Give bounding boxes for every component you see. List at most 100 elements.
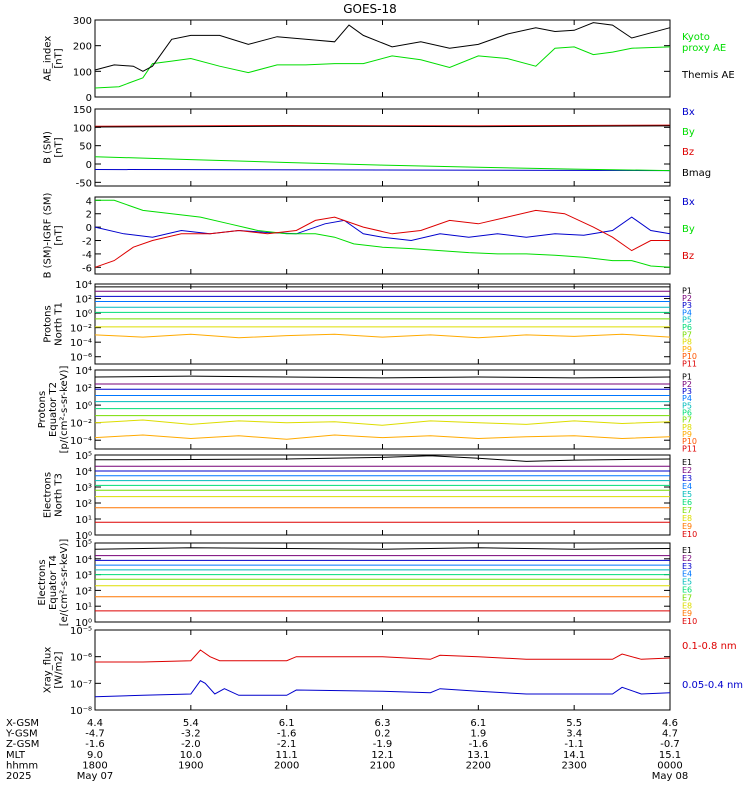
legend-entry: P2 — [682, 380, 692, 389]
x-axis-row-label: X-GSM — [6, 718, 39, 729]
y-axis-label: Equator T2 — [48, 382, 59, 437]
x-axis-value: 6.1 — [470, 718, 486, 729]
legend-entry: By — [682, 127, 695, 138]
y-tick-label: 10² — [75, 499, 92, 510]
series-line-p9 — [94, 434, 671, 440]
y-tick-label: 10⁰ — [75, 618, 92, 629]
legend-entry: P8 — [682, 338, 692, 347]
panel-8: 10⁻⁸ 10⁻⁷ 10⁻⁶ 10⁻⁵ Xray_flux [W/m2] 0.1-0.8 n… — [43, 626, 744, 717]
y-tick-label: 10⁵ — [75, 539, 92, 550]
y-axis-label: [W/m2] — [54, 651, 65, 688]
legend-entry: E1 — [682, 546, 692, 555]
y-axis-label: [e/(cm²-s-sr-keV)] — [59, 539, 70, 627]
legend-entry: P6 — [682, 323, 692, 332]
x-axis-value: 4.4 — [87, 718, 103, 729]
panel-2: -50 0 50 100 150 B (SM) [nT] Bx By Bz Bmag — [43, 105, 712, 189]
x-axis-value: 6.3 — [375, 718, 391, 729]
y-tick-label: 10¹ — [75, 515, 92, 526]
series-line-by — [94, 156, 671, 172]
series-line-e1 — [94, 547, 671, 550]
y-tick-label: 10⁴ — [75, 280, 92, 291]
legend-entry: P3 — [682, 301, 692, 310]
y-tick-label: 200 — [73, 42, 92, 53]
y-tick-label: 10⁴ — [75, 467, 92, 478]
x-axis-value: -0.7 — [660, 739, 680, 750]
y-axis-label: Protons — [37, 391, 48, 428]
legend-entry: P10 — [682, 437, 697, 446]
x-axis-value: 14.1 — [563, 750, 585, 761]
y-tick-label: 10³ — [75, 571, 92, 582]
legend-entry: E3 — [682, 474, 692, 483]
y-tick-label: -4 — [82, 250, 92, 261]
legend-entry: P11 — [682, 359, 697, 368]
x-axis-value: -4.7 — [85, 729, 105, 740]
y-tick-label: 0 — [86, 223, 92, 234]
y-tick-label: 50 — [79, 142, 92, 153]
y-tick-label: 10⁴ — [75, 555, 92, 566]
x-axis-row-label: hhmm — [6, 760, 38, 771]
y-tick-label: 10⁴ — [75, 366, 92, 377]
panel-frame — [94, 542, 671, 623]
series-line-e1 — [94, 455, 671, 462]
legend-entry: P9 — [682, 345, 692, 354]
x-axis-value: 5.4 — [183, 718, 199, 729]
legend-entry: E7 — [682, 506, 692, 515]
legend-entry: E6 — [682, 498, 692, 507]
legend-entry: E8 — [682, 601, 692, 610]
x-axis-value: -1.6 — [277, 729, 297, 740]
panel-frame — [94, 454, 671, 536]
series-line-bz — [94, 209, 670, 268]
y-tick-label: -6 — [82, 263, 92, 274]
y-tick-label: 10⁻⁴ — [70, 338, 92, 349]
y-axis-label: Electrons — [37, 559, 48, 605]
series-line-kyoto-proxy-ae — [94, 46, 671, 89]
y-axis-label: Protons — [43, 305, 54, 342]
x-axis-value: 2200 — [466, 760, 491, 771]
y-axis-label: [nT] — [54, 225, 65, 245]
legend-entry: P7 — [682, 416, 692, 425]
x-axis-value: 1800 — [82, 760, 107, 771]
x-axis-value: 10.0 — [180, 750, 202, 761]
y-axis-label: B (SM)-IGRF (SM) — [43, 193, 54, 279]
y-tick-label: 10⁻⁶ — [70, 653, 92, 664]
panel-4: 10⁻⁶ 10⁻⁴ 10⁻² 10⁰ 10² 10⁴ Protons North T1 P1P2… — [43, 280, 698, 368]
series-line-p9 — [94, 333, 671, 339]
y-tick-label: 10⁰ — [75, 309, 92, 320]
legend-entry: E9 — [682, 609, 692, 618]
x-axis-value: 0000 — [657, 760, 682, 771]
y-tick-label: 10⁰ — [75, 531, 92, 542]
y-tick-label: 4 — [86, 196, 92, 207]
legend-entry: E5 — [682, 490, 692, 499]
series-line-bx — [94, 216, 671, 242]
y-tick-label: 0 — [86, 160, 92, 171]
legend-entry: E7 — [682, 593, 692, 602]
y-tick-label: 10² — [75, 384, 92, 395]
panel-frame — [94, 629, 671, 711]
legend-entry: E4 — [682, 482, 692, 491]
y-tick-label: 10⁻² — [70, 324, 92, 335]
x-axis-value: 12.1 — [371, 750, 393, 761]
y-tick-label: 100 — [73, 67, 92, 78]
panel-7: 10⁰ 10¹ 10² 10³ 10⁴ 10⁵ Electrons Equator T4 [e/… — [37, 539, 697, 629]
series-line-bx — [94, 169, 671, 172]
y-axis-label: Equator T4 — [48, 555, 59, 610]
y-tick-label: 10¹ — [75, 602, 92, 613]
y-tick-label: 100 — [73, 123, 92, 134]
y-tick-label: 10⁻² — [70, 419, 92, 430]
legend-entry: Kyoto — [682, 32, 710, 43]
legend-entry: E10 — [682, 617, 697, 626]
legend-entry: P1 — [682, 373, 692, 382]
series-line-by — [95, 199, 671, 268]
y-tick-label: 10⁻⁴ — [70, 436, 92, 447]
x-axis-row-label: MLT — [6, 750, 26, 761]
y-axis-label: B (SM) — [43, 131, 54, 164]
x-axis-value: 5.5 — [566, 718, 582, 729]
x-axis-value: 15.1 — [659, 750, 681, 761]
legend-entry: P9 — [682, 430, 692, 439]
x-axis-row-label: Z-GSM — [6, 739, 39, 750]
legend-entry: Bmag — [682, 168, 711, 179]
legend-entry: By — [682, 224, 695, 235]
legend-entry: E8 — [682, 514, 692, 523]
x-axis-value: 2000 — [274, 760, 299, 771]
